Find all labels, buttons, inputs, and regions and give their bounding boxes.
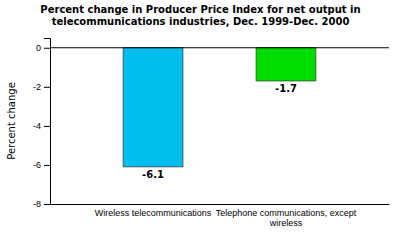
y-tick-label: -4: [33, 121, 41, 131]
y-tick: -8: [33, 199, 50, 209]
x-axis-line: [51, 204, 390, 205]
y-tick: 0: [36, 43, 50, 53]
y-tick-label: -8: [33, 199, 41, 209]
y-tick-mark: [44, 204, 50, 205]
data-labels: -6.1 -1.7: [142, 83, 297, 180]
bars: [123, 48, 316, 167]
zero-line: [50, 47, 389, 48]
y-tick-label: -2: [33, 82, 41, 92]
x-tick: Telephone communications, exceptwireless: [216, 204, 357, 228]
bar: [123, 48, 183, 167]
y-axis-line: [44, 39, 51, 205]
x-tick-label: Wireless telecommunications: [95, 208, 212, 218]
x-tick: Wireless telecommunications: [95, 204, 212, 218]
y-tick: -6: [33, 160, 50, 170]
y-tick: -4: [33, 121, 50, 131]
y-axis: 0 -2 -4 -6 -8: [33, 39, 51, 210]
y-tick-label: -6: [33, 160, 41, 170]
x-tick-label: Telephone communications, exceptwireless: [216, 208, 357, 228]
y-tick-mark: [44, 87, 50, 88]
title: Percent change in Producer Price Index f…: [40, 4, 360, 27]
x-axis: Wireless telecommunications Telephone com…: [51, 204, 390, 228]
y-axis-title: Percent change: [6, 82, 17, 160]
chart: 0 -2 -4 -6 -8 Wireless telecommunications Tele…: [0, 0, 401, 238]
y-tick-mark: [44, 126, 50, 127]
y-tick-label: 0: [36, 43, 41, 53]
y-tick: -2: [33, 82, 50, 92]
data-label: -6.1: [142, 169, 164, 180]
data-label: -1.7: [275, 83, 297, 94]
y-tick-mark: [44, 48, 50, 49]
y-tick-mark: [44, 165, 50, 166]
bar: [256, 48, 316, 81]
plot: 0 -2 -4 -6 -8 Wireless telecommunications Tele…: [33, 39, 390, 229]
